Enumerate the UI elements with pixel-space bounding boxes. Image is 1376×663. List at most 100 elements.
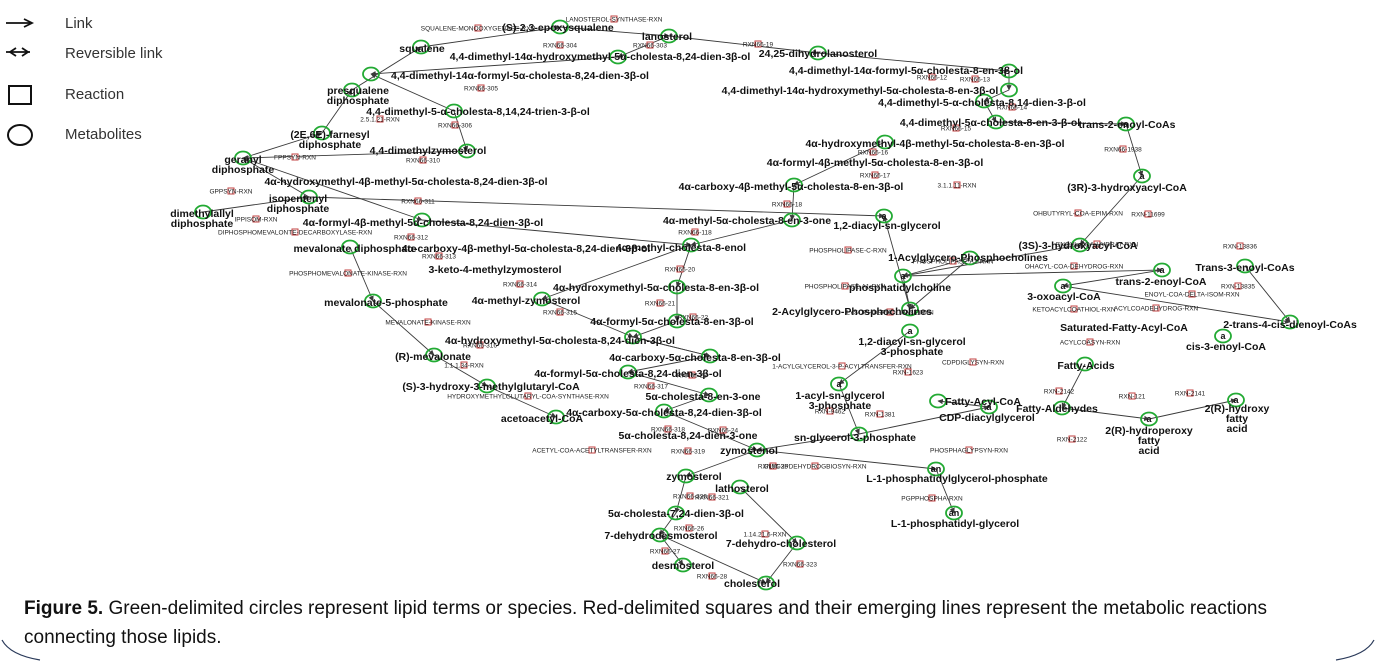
reaction-node[interactable] <box>1119 145 1127 153</box>
metabolite-node[interactable] <box>875 208 893 224</box>
reaction-node[interactable] <box>664 425 672 433</box>
reaction-node[interactable] <box>1186 389 1194 397</box>
reaction-node[interactable] <box>419 156 427 164</box>
reaction-node[interactable] <box>1128 392 1136 400</box>
reaction-node[interactable] <box>477 84 485 92</box>
reaction-node[interactable] <box>928 73 936 81</box>
metabolite-node[interactable] <box>731 479 749 495</box>
metabolite-node[interactable] <box>980 399 998 415</box>
reaction-node[interactable] <box>769 462 777 470</box>
metabolite-node[interactable] <box>667 505 685 521</box>
reaction-node[interactable] <box>928 494 936 502</box>
reaction-node[interactable] <box>1070 262 1078 270</box>
reaction-node[interactable] <box>953 181 961 189</box>
reaction-node[interactable] <box>291 228 299 236</box>
reaction-node[interactable] <box>841 282 849 290</box>
metabolite-node[interactable] <box>1236 258 1254 274</box>
reaction-node[interactable] <box>676 265 684 273</box>
metabolite-node[interactable] <box>300 189 318 205</box>
reaction-node[interactable] <box>904 368 912 376</box>
reaction-node[interactable] <box>1074 209 1082 217</box>
metabolite-node[interactable] <box>624 329 642 345</box>
reaction-node[interactable] <box>661 547 669 555</box>
reaction-node[interactable] <box>689 313 697 321</box>
metabolite-node[interactable] <box>1000 82 1018 98</box>
metabolite-node[interactable] <box>364 293 382 309</box>
metabolite-node[interactable] <box>701 348 719 364</box>
metabolite-node[interactable] <box>1117 116 1135 132</box>
reaction-node[interactable] <box>684 447 692 455</box>
reaction-node[interactable] <box>1008 103 1016 111</box>
reaction-node[interactable] <box>952 124 960 132</box>
metabolite-node[interactable] <box>445 103 463 119</box>
reaction-node[interactable] <box>252 215 260 223</box>
reaction-node[interactable] <box>871 171 879 179</box>
reaction-node[interactable] <box>754 40 762 48</box>
metabolite-node[interactable] <box>901 301 919 317</box>
reaction-node[interactable] <box>719 426 727 434</box>
reaction-node[interactable] <box>876 410 884 418</box>
reaction-node[interactable] <box>1070 305 1078 313</box>
metabolite-node[interactable] <box>876 134 894 150</box>
metabolite-node[interactable] <box>830 376 848 392</box>
metabolite-node[interactable] <box>533 291 551 307</box>
reaction-node[interactable] <box>708 493 716 501</box>
metabolite-node[interactable] <box>194 204 212 220</box>
reaction-node[interactable] <box>691 228 699 236</box>
metabolite-node[interactable] <box>788 535 806 551</box>
metabolite-node[interactable] <box>660 28 678 44</box>
reaction-node[interactable] <box>291 153 299 161</box>
metabolite-node[interactable] <box>1153 262 1171 278</box>
reaction-node[interactable] <box>1152 304 1160 312</box>
reaction-node[interactable] <box>761 530 769 538</box>
reaction-node[interactable] <box>838 362 846 370</box>
reaction-node[interactable] <box>969 358 977 366</box>
reaction-node[interactable] <box>796 560 804 568</box>
metabolite-node[interactable] <box>674 557 692 573</box>
metabolite-node[interactable] <box>748 442 766 458</box>
reaction-node[interactable] <box>971 75 979 83</box>
reaction-node[interactable] <box>435 252 443 260</box>
reaction-node[interactable] <box>1236 242 1244 250</box>
metabolite-node[interactable] <box>1054 278 1072 294</box>
reaction-node[interactable] <box>524 392 532 400</box>
metabolite-node[interactable] <box>929 393 947 409</box>
metabolite-node[interactable] <box>682 237 700 253</box>
metabolite-node[interactable] <box>1053 400 1071 416</box>
reaction-node[interactable] <box>686 492 694 500</box>
metabolite-node[interactable] <box>961 250 979 266</box>
reaction-node[interactable] <box>407 233 415 241</box>
reaction-node[interactable] <box>708 572 716 580</box>
metabolite-node[interactable] <box>651 527 669 543</box>
reaction-node[interactable] <box>869 148 877 156</box>
reaction-node[interactable] <box>227 187 235 195</box>
reaction-node[interactable] <box>610 15 618 23</box>
metabolite-node[interactable] <box>619 364 637 380</box>
reaction-node[interactable] <box>783 200 791 208</box>
metabolite-node[interactable] <box>945 505 963 521</box>
reaction-node[interactable] <box>826 407 834 415</box>
reaction-node[interactable] <box>344 269 352 277</box>
reaction-node[interactable] <box>1093 240 1101 248</box>
reaction-node[interactable] <box>1086 338 1094 346</box>
reaction-node[interactable] <box>844 246 852 254</box>
metabolite-node[interactable] <box>547 409 565 425</box>
metabolite-node[interactable] <box>478 378 496 394</box>
metabolite-node[interactable] <box>1140 411 1158 427</box>
metabolite-node[interactable] <box>1281 314 1299 330</box>
metabolite-node[interactable] <box>1000 63 1018 79</box>
reaction-node[interactable] <box>1234 282 1242 290</box>
metabolite-node[interactable] <box>987 114 1005 130</box>
reaction-node[interactable] <box>685 524 693 532</box>
reaction-node[interactable] <box>886 308 894 316</box>
reaction-node[interactable] <box>1055 387 1063 395</box>
metabolite-node[interactable] <box>850 426 868 442</box>
metabolite-node[interactable] <box>927 461 945 477</box>
metabolite-node[interactable] <box>700 387 718 403</box>
reaction-node[interactable] <box>647 382 655 390</box>
metabolite-node[interactable] <box>783 212 801 228</box>
metabolite-node[interactable] <box>809 45 827 61</box>
metabolite-node[interactable] <box>425 347 443 363</box>
reaction-node[interactable] <box>656 299 664 307</box>
reaction-node[interactable] <box>460 361 468 369</box>
